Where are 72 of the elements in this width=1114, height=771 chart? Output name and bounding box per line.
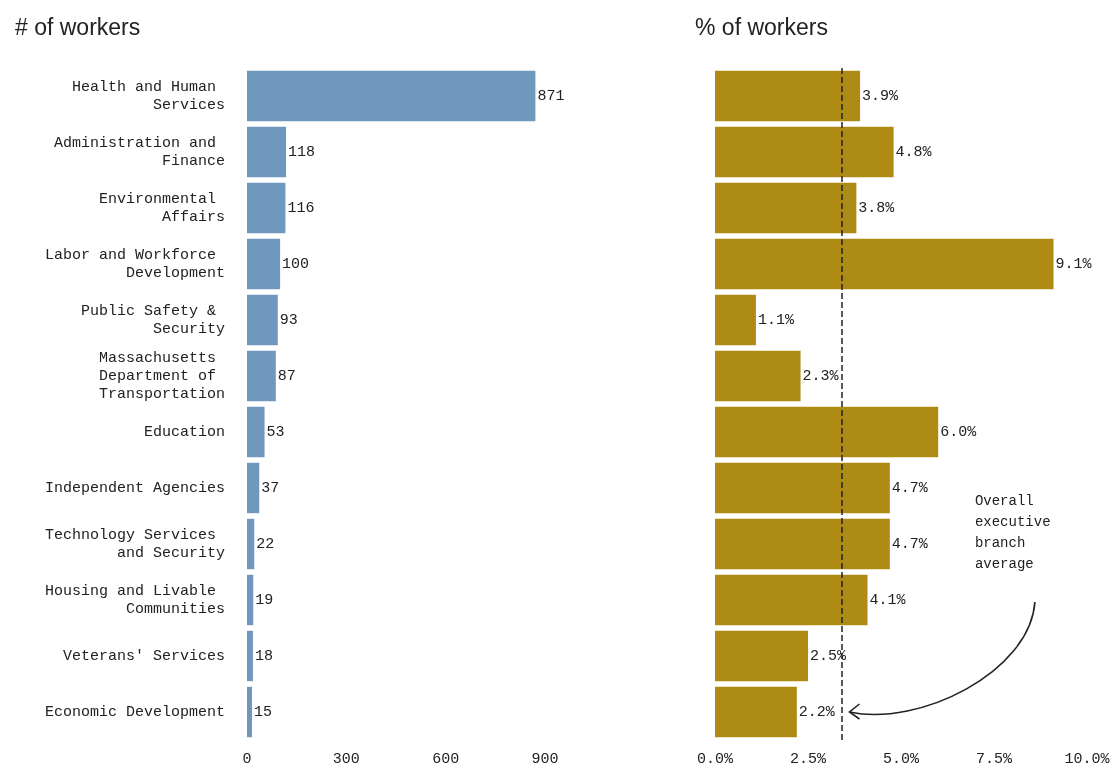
chart-title: # of workers <box>15 13 141 40</box>
data-label: 93 <box>279 311 298 329</box>
data-label: 4.7% <box>891 479 929 497</box>
bar <box>715 182 857 234</box>
data-label: 4.7% <box>891 535 929 553</box>
bar <box>715 294 756 346</box>
data-label: 37 <box>261 479 280 497</box>
y-tick-label: Health and Human Services <box>71 78 225 114</box>
data-label: 2.3% <box>802 367 840 385</box>
bar <box>247 630 253 682</box>
x-tick-label: 300 <box>332 751 360 768</box>
data-label: 1.1% <box>757 311 795 329</box>
bar <box>715 126 894 178</box>
data-label: 4.8% <box>895 143 933 161</box>
y-tick-label: Massachusetts Department of Transportation <box>98 349 225 403</box>
x-tick-label: 900 <box>531 751 559 768</box>
data-label: 116 <box>287 199 315 217</box>
data-label: 15 <box>253 703 272 721</box>
data-label: 100 <box>282 255 310 273</box>
bar <box>715 686 797 738</box>
y-tick-label: Public Safety & Security <box>80 302 225 338</box>
y-tick-label: Technology Services and Security <box>44 526 225 562</box>
bar <box>715 238 1054 290</box>
x-tick-label: 0.0% <box>696 751 734 768</box>
y-tick-label: Veterans' Services <box>62 647 225 665</box>
bar <box>247 238 281 290</box>
bar <box>247 518 255 570</box>
x-tick-label: 7.5% <box>975 751 1013 768</box>
x-tick-label: 10.0% <box>1064 751 1111 768</box>
bar <box>715 70 861 122</box>
y-tick-label: Environmental Affairs <box>98 190 225 226</box>
data-label: 6.0% <box>940 423 978 441</box>
bar <box>247 126 287 178</box>
x-tick-label: 0 <box>242 751 252 768</box>
y-tick-label: Economic Development <box>44 703 225 721</box>
data-label: 4.1% <box>869 591 907 609</box>
data-label: 118 <box>288 143 316 161</box>
bar <box>247 182 286 234</box>
bar <box>715 518 890 570</box>
bar <box>247 70 536 122</box>
bar <box>247 406 265 458</box>
data-label: 19 <box>255 591 274 609</box>
data-label: 9.1% <box>1055 255 1093 273</box>
data-label: 3.9% <box>862 87 900 105</box>
data-label: 871 <box>537 87 565 105</box>
data-label: 2.2% <box>798 703 836 721</box>
y-tick-label: Labor and Workforce Development <box>44 246 225 282</box>
bar <box>715 462 890 514</box>
data-label: 87 <box>277 367 296 385</box>
bar <box>247 294 278 346</box>
bar <box>247 574 254 626</box>
y-tick-label: Education <box>143 423 225 441</box>
bar <box>715 630 808 682</box>
data-label: 3.8% <box>858 199 896 217</box>
chart-title: % of workers <box>695 13 828 40</box>
x-tick-label: 2.5% <box>789 751 827 768</box>
bar <box>715 350 801 402</box>
x-tick-label: 5.0% <box>882 751 920 768</box>
data-label: 22 <box>256 535 275 553</box>
x-tick-label: 600 <box>432 751 460 768</box>
bar <box>247 350 276 402</box>
ref-line-label: Overall executive branch average <box>974 492 1059 572</box>
y-tick-label: Independent Agencies <box>44 479 225 497</box>
y-tick-label: Administration and Finance <box>53 134 225 170</box>
bar <box>247 462 260 514</box>
bar <box>247 686 252 738</box>
data-label: 53 <box>266 423 285 441</box>
data-label: 2.5% <box>810 647 847 665</box>
data-label: 18 <box>254 647 273 665</box>
bar <box>715 406 939 458</box>
y-tick-label: Housing and Livable Communities <box>44 582 225 618</box>
bar <box>715 574 868 626</box>
